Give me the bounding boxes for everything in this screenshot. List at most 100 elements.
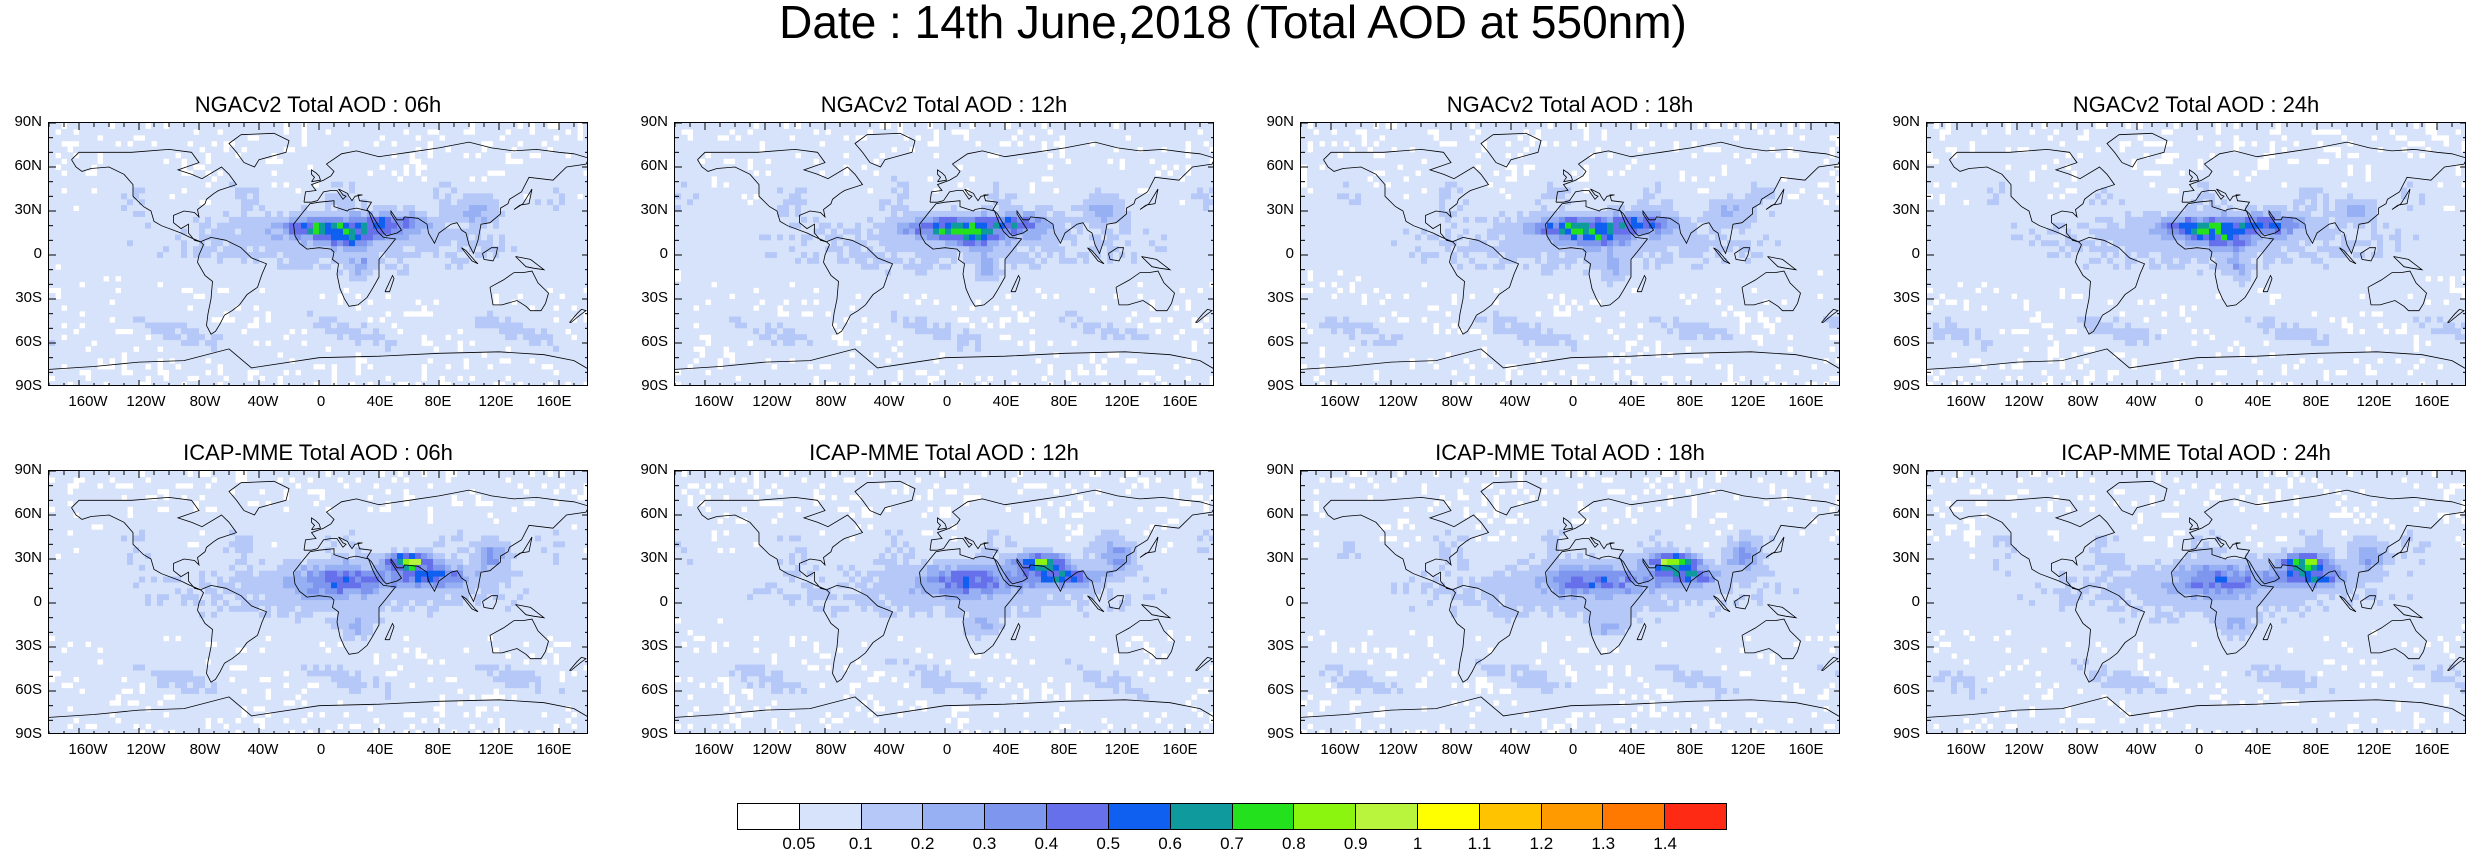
aod-cell [391,205,398,212]
aod-cell [283,346,290,353]
aod-cell [475,287,482,294]
aod-cell [469,229,476,236]
aod-cell [1173,188,1180,195]
aod-cell [67,305,74,312]
aod-cell [313,276,320,283]
aod-cell [915,176,922,183]
aod-cell [391,311,398,318]
aod-cell [699,199,706,206]
aod-cell [325,293,332,300]
aod-cell [469,158,476,165]
aod-cell [301,299,308,306]
aod-cell [373,305,380,312]
aod-cell [577,199,584,206]
aod-cell [741,182,748,189]
aod-cell [735,182,742,189]
aod-cell [415,188,422,195]
aod-cell [487,176,494,183]
aod-cell [319,381,326,386]
aod-cell [169,164,176,171]
aod-cell [741,205,748,212]
aod-cell [367,152,374,159]
aod-cell [253,141,260,148]
aod-cell [181,346,188,353]
aod-cell [73,317,80,324]
aod-cell [517,217,524,224]
aod-cell [675,188,682,195]
aod-cell [433,158,440,165]
aod-cell [253,147,260,154]
aod-cell [109,246,116,253]
aod-cell [121,264,128,271]
aod-cell [145,158,152,165]
aod-cell [157,199,164,206]
aod-cell [271,193,278,200]
aod-cell [199,340,206,347]
aod-cell [469,276,476,283]
aod-cell [301,364,308,371]
aod-cell [397,346,404,353]
aod-cell [439,252,446,259]
aod-cell [361,235,368,242]
aod-cell [535,293,542,300]
aod-cell [1077,135,1084,142]
aod-cell [187,158,194,165]
aod-cell [157,164,164,171]
aod-cell [879,170,886,177]
aod-cell [957,176,964,183]
aod-cell [541,152,548,159]
aod-cell [433,164,440,171]
aod-cell [247,299,254,306]
aod-cell [1095,152,1102,159]
aod-cell [463,158,470,165]
aod-cell [1065,193,1072,200]
aod-cell [241,182,248,189]
aod-cell [205,381,212,386]
aod-cell [415,317,422,324]
aod-cell [741,123,748,130]
aod-cell [825,170,832,177]
aod-cell [433,270,440,277]
aod-cell [1011,170,1018,177]
aod-cell [475,375,482,382]
aod-cell [139,264,146,271]
aod-cell [469,346,476,353]
aod-cell [247,176,254,183]
longitude-label: 40W [233,393,293,411]
aod-cell [361,311,368,318]
aod-cell [451,229,458,236]
aod-cell [97,199,104,206]
aod-cell [133,293,140,300]
aod-cell [223,135,230,142]
aod-cell [577,240,584,247]
aod-cell [103,287,110,294]
aod-cell [349,141,356,148]
aod-cell [505,311,512,318]
aod-cell [229,223,236,230]
aod-cell [783,176,790,183]
aod-cell [313,158,320,165]
aod-cell [813,188,820,195]
aod-cell [103,199,110,206]
aod-cell [307,211,314,218]
aod-cell [109,311,116,318]
aod-cell [223,258,230,265]
aod-cell [553,141,560,148]
aod-cell [777,188,784,195]
aod-cell [1029,170,1036,177]
aod-cell [777,193,784,200]
aod-cell [349,287,356,294]
aod-cell [921,129,928,136]
aod-cell [565,299,572,306]
aod-cell [951,205,958,212]
aod-cell [439,287,446,294]
aod-cell [487,182,494,189]
aod-cell [1071,170,1078,177]
aod-cell [295,346,302,353]
aod-cell [361,188,368,195]
aod-cell [535,340,542,347]
aod-cell [217,158,224,165]
aod-cell [229,246,236,253]
aod-cell [97,328,104,335]
aod-cell [909,152,916,159]
